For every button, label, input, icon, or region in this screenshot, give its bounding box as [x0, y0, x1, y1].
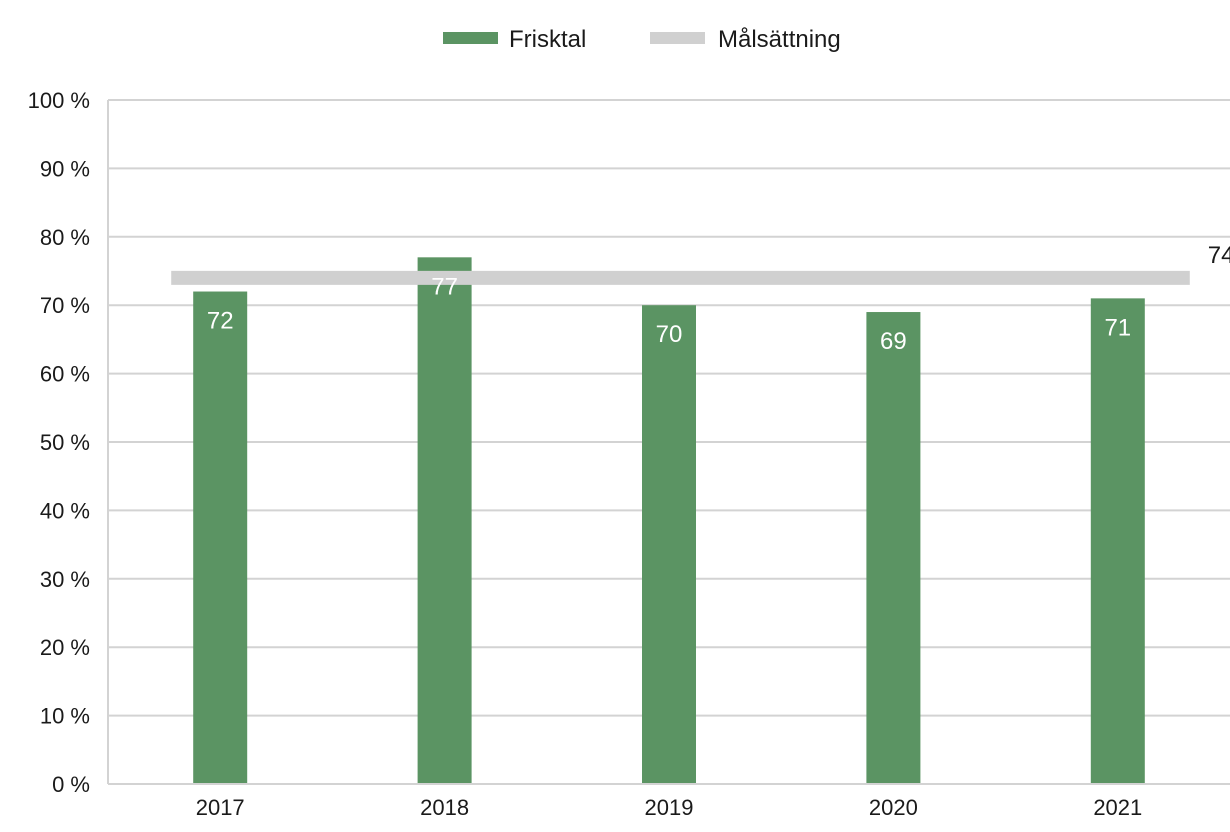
bar-value-label: 72 — [207, 308, 234, 335]
y-tick-label: 70 % — [40, 293, 90, 318]
y-tick-label: 10 % — [40, 704, 90, 729]
y-tick-label: 100 % — [28, 88, 90, 113]
x-tick-label: 2020 — [869, 795, 918, 820]
bar-value-label: 69 — [880, 328, 907, 355]
y-tick-label: 80 % — [40, 225, 90, 250]
bar — [193, 291, 248, 784]
x-tick-label: 2018 — [420, 795, 469, 820]
bar-value-label: 70 — [656, 321, 683, 348]
legend-swatch-frisktal — [443, 32, 498, 44]
x-tick-label: 2021 — [1093, 795, 1142, 820]
target-line-group: 74 — [171, 242, 1230, 285]
legend-label-malsattning: Målsättning — [718, 26, 841, 53]
y-tick-label: 40 % — [40, 498, 90, 523]
y-tick-label: 20 % — [40, 635, 90, 660]
x-axis: 2017 2018 2019 2020 2021 — [108, 783, 1230, 820]
bar-value-label: 71 — [1104, 314, 1131, 341]
y-tick-label: 90 % — [40, 156, 90, 181]
bar-value-label: 77 — [431, 273, 458, 300]
y-tick-label: 0 % — [52, 772, 90, 797]
y-axis: 0 % 10 % 20 % 30 % 40 % 50 % 60 % 70 % 80 % 90 % 1… — [28, 88, 109, 797]
y-tick-label: 60 % — [40, 362, 90, 387]
legend-swatch-malsattning — [650, 32, 705, 44]
bar — [417, 257, 472, 784]
bar — [642, 305, 696, 784]
legend-label-frisktal: Frisktal — [509, 26, 586, 53]
y-tick-label: 30 % — [40, 567, 90, 592]
y-tick-label: 50 % — [40, 430, 90, 455]
bar — [866, 312, 921, 784]
bar — [1090, 298, 1145, 784]
bar-labels: 72 77 70 69 71 — [207, 273, 1131, 355]
bars — [193, 257, 1145, 784]
x-tick-label: 2017 — [196, 795, 245, 820]
target-label: 74 — [1208, 242, 1230, 269]
x-tick-label: 2019 — [645, 795, 694, 820]
legend: Frisktal Målsättning — [443, 26, 841, 53]
